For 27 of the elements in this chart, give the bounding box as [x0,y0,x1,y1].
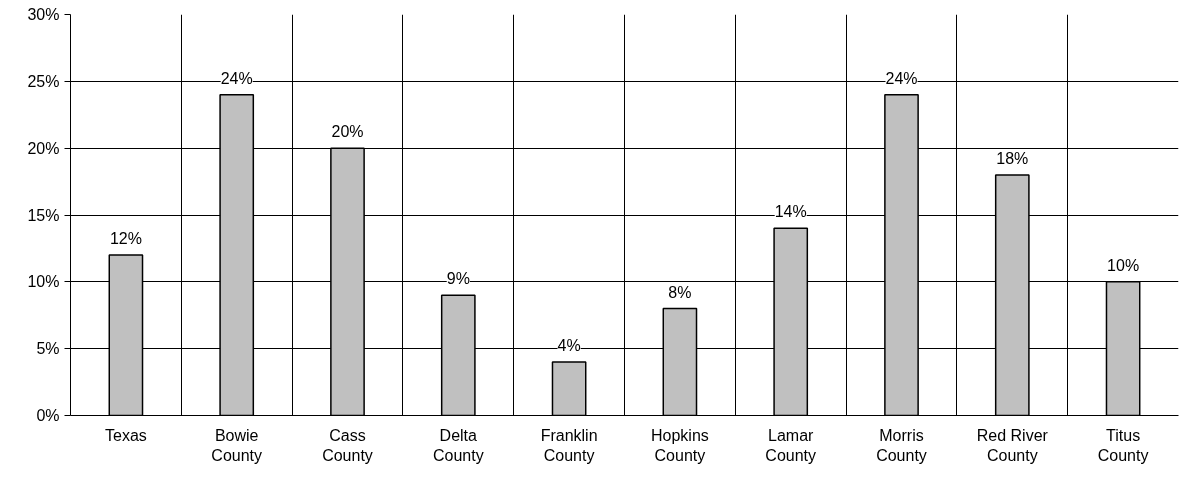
data-label: 18% [996,149,1029,167]
x-tick-label: Delta County [432,426,484,464]
y-tick-label: 5% [36,340,60,358]
y-tick-label: 15% [27,206,60,224]
x-tick-label: Lamar County [765,426,817,464]
x-tick-label: Bowie County [211,426,263,464]
data-label: 24% [885,69,918,87]
data-label: 24% [220,69,253,87]
y-tick-label: 20% [27,139,60,157]
data-label: 8% [668,283,692,301]
data-label: 4% [557,337,581,355]
x-tick-label: Cass County [322,426,373,464]
data-label: 12% [109,230,142,248]
data-label: 10% [1107,256,1140,274]
data-label: 20% [331,123,364,141]
x-tick-label: Franklin County [540,426,598,464]
y-tick-label: 0% [36,407,60,424]
y-tick-label: 30% [27,6,60,23]
x-tick-label: Titus County [1097,426,1149,464]
x-tick-label: Morris County [876,426,927,464]
data-label: 14% [774,203,807,221]
x-tick-label: Red River County [976,426,1049,464]
x-tick-label: Texas [105,426,147,444]
data-label: 9% [446,270,470,288]
x-tick-label: Hopkins County [651,426,709,464]
y-tick-label: 10% [27,273,60,291]
y-tick-label: 25% [27,72,60,90]
